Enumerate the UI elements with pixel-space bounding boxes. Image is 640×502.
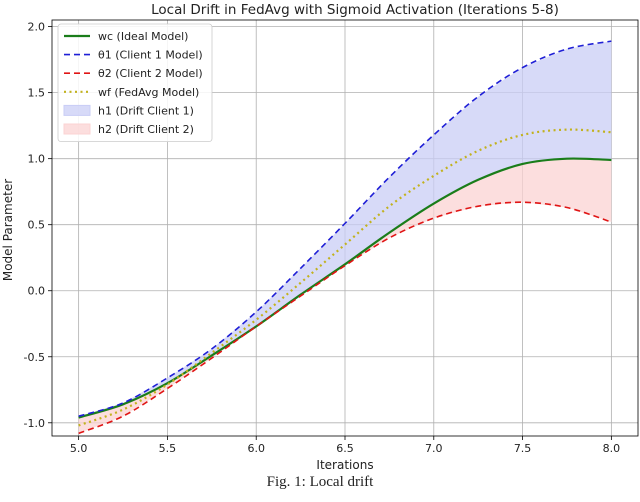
legend-entry-label: θ2 (Client 2 Model) [98,67,203,80]
legend-swatch [63,104,91,116]
x-tick-label: 5.5 [159,442,177,455]
y-tick-label: 0.0 [28,285,46,298]
legend-box [57,23,213,142]
x-tick-label: 6.0 [247,442,265,455]
x-axis-label: Iterations [316,458,373,470]
series-line-4 [78,128,612,427]
chart-figure: Local Drift in FedAvg with Sigmoid Activ… [1,2,639,470]
legend-entry-label: h1 (Drift Client 1) [98,104,194,117]
x-tick-label: 6.5 [336,442,354,455]
y-tick-label: -1.0 [24,417,45,430]
legend-entry-label: h2 (Drift Client 2) [98,123,194,136]
x-tick-label: 5.0 [70,442,88,455]
drift-fill-1 [78,41,612,418]
legend-swatch [63,123,91,135]
y-tick-label: 0.5 [28,219,46,232]
y-axis-label: Model Parameter [1,179,15,281]
x-tick-label: 8.0 [603,442,621,455]
figure-caption: Fig. 1: Local drift [266,474,374,490]
plot-area: 5.0 5.5 6.0 6.5 7.0 7.5 8.0 -1.0 -0.5 0.0 0.5 1.0 1.… [24,19,639,455]
legend-entry-label: θ1 (Client 1 Model) [98,49,203,62]
x-tick-label: 7.0 [425,442,443,455]
y-tick-label: 1.0 [28,153,46,166]
series-line-3 [78,201,612,435]
y-tick-label: 1.5 [28,87,46,100]
legend-entry-label: wc (Ideal Model) [98,30,188,43]
series-line-2 [78,40,612,417]
y-tick-label: 2.0 [28,21,46,34]
legend-entry-label: wf (FedAvg Model) [98,86,199,99]
chart-title: Local Drift in FedAvg with Sigmoid Activ… [151,2,559,18]
y-tick-label: -0.5 [24,351,45,364]
legend: wc (Ideal Model) θ1 (Client 1 Model) θ2 (C… [57,23,213,142]
x-tick-label: 7.5 [514,442,532,455]
series-line-1 [78,157,612,419]
